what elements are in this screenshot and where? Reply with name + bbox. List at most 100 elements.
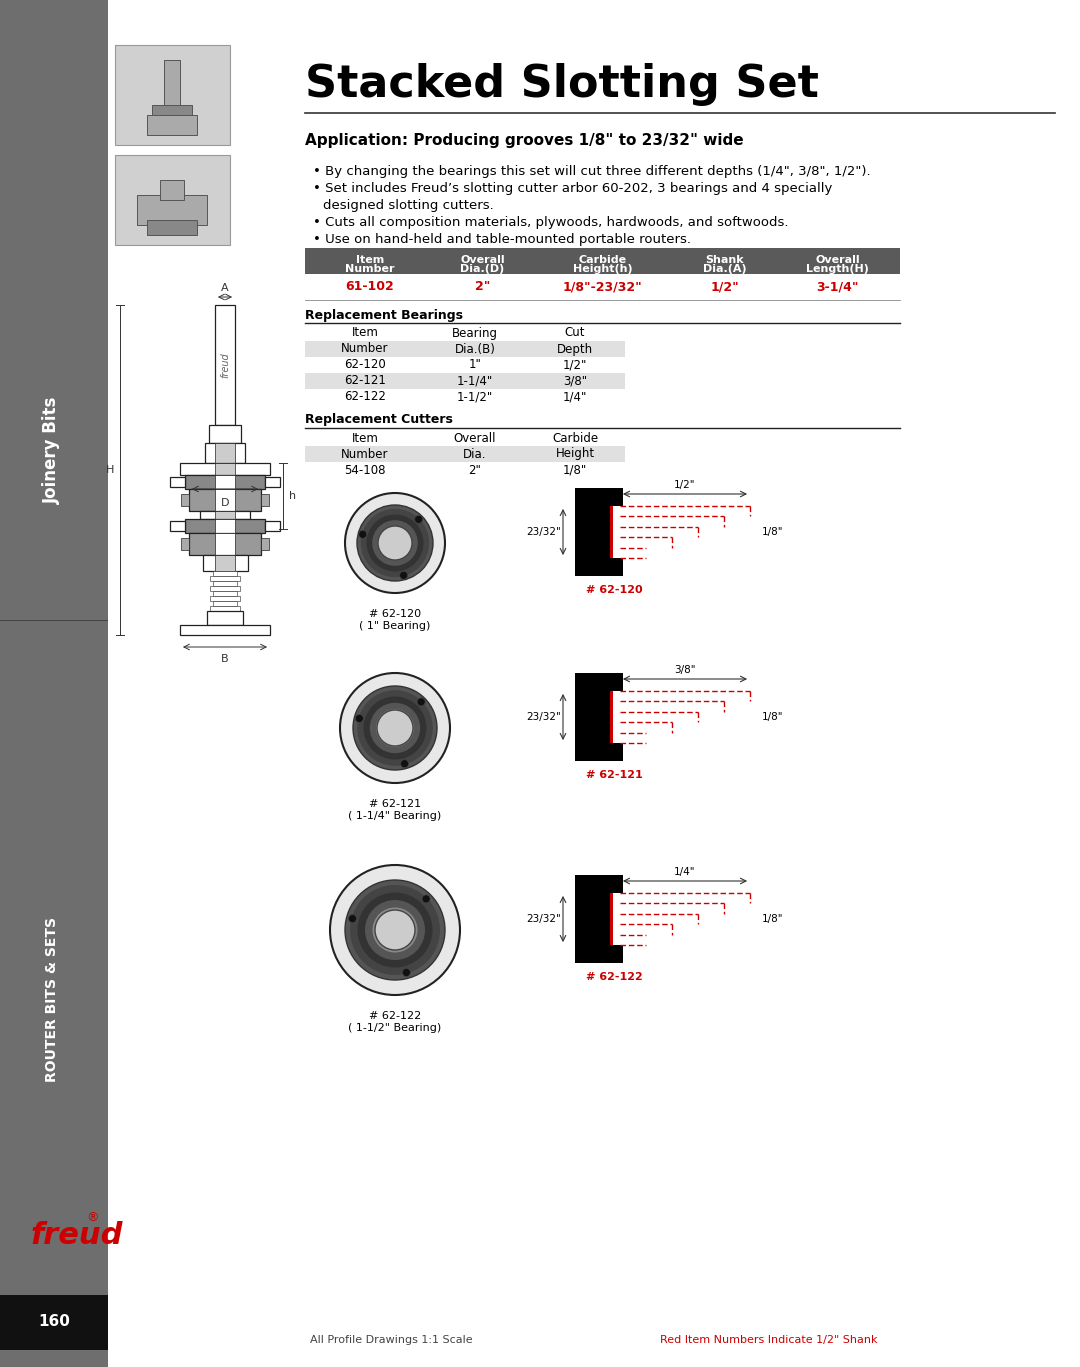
Text: H: H (106, 465, 114, 474)
Bar (152, 105, 192, 120)
Circle shape (355, 715, 363, 722)
Bar (265, 521, 280, 530)
Circle shape (377, 709, 413, 746)
Circle shape (415, 515, 422, 524)
Text: 3/8": 3/8" (674, 664, 696, 675)
Circle shape (340, 673, 450, 783)
Circle shape (349, 915, 356, 923)
Bar (215, 474, 235, 489)
Text: ®: ® (86, 1211, 99, 1225)
Text: 3/8": 3/8" (563, 375, 588, 387)
Bar (185, 519, 265, 533)
Text: 1/2": 1/2" (563, 358, 588, 372)
Circle shape (364, 697, 427, 760)
Text: 1/8"-23/32": 1/8"-23/32" (563, 280, 643, 294)
Text: 3-1/4": 3-1/4" (816, 280, 859, 294)
Circle shape (417, 699, 426, 705)
Text: 1/8": 1/8" (563, 463, 588, 477)
Text: 1/8": 1/8" (762, 712, 783, 722)
Bar (215, 463, 235, 474)
Text: • Set includes Freud’s slotting cutter arbor 60-202, 3 bearings and 4 specially: • Set includes Freud’s slotting cutter a… (313, 182, 833, 195)
Text: 23/32": 23/32" (526, 915, 561, 924)
Bar (575, 673, 623, 690)
Text: 1": 1" (469, 358, 482, 372)
Circle shape (378, 526, 411, 560)
Text: Dia.(A): Dia.(A) (703, 264, 746, 273)
Text: freud: freud (30, 1221, 122, 1249)
Text: A: A (221, 283, 229, 293)
Text: 160: 160 (38, 1315, 70, 1330)
Bar (575, 488, 613, 576)
Text: 1/2": 1/2" (711, 280, 740, 294)
Bar (189, 533, 261, 555)
Text: 54-108: 54-108 (345, 463, 386, 477)
Bar (114, 154, 230, 245)
Bar (305, 431, 625, 446)
Bar (185, 474, 265, 489)
Text: # 62-120: # 62-120 (585, 585, 643, 595)
Text: Number: Number (341, 447, 389, 461)
Text: Joinery Bits: Joinery Bits (43, 396, 60, 503)
Circle shape (353, 686, 437, 770)
Bar (170, 521, 185, 530)
Text: # 62-122
( 1-1/2" Bearing): # 62-122 ( 1-1/2" Bearing) (349, 1012, 442, 1032)
Text: 1/2": 1/2" (674, 480, 696, 489)
Bar (213, 601, 237, 606)
Bar (305, 273, 900, 299)
Bar (180, 463, 270, 474)
Text: 1/4": 1/4" (674, 867, 696, 878)
Bar (207, 611, 243, 625)
Bar (575, 875, 613, 962)
Text: Number: Number (346, 264, 395, 273)
Text: 1/8": 1/8" (762, 528, 783, 537)
Bar (160, 180, 184, 200)
Text: Dia.(D): Dia.(D) (460, 264, 504, 273)
Bar (114, 45, 230, 145)
Bar (213, 571, 237, 576)
Circle shape (403, 968, 410, 976)
Bar (164, 60, 180, 109)
Text: 1-1/4": 1-1/4" (457, 375, 494, 387)
Bar (205, 443, 245, 463)
Text: B: B (221, 653, 229, 664)
Text: 2": 2" (469, 463, 482, 477)
Bar (610, 893, 613, 945)
Text: # 62-121
( 1-1/4" Bearing): # 62-121 ( 1-1/4" Bearing) (349, 798, 442, 820)
Bar (189, 489, 261, 511)
Circle shape (401, 760, 408, 768)
Bar (575, 744, 623, 761)
Bar (305, 446, 625, 462)
Text: Overall: Overall (460, 256, 504, 265)
Circle shape (330, 865, 460, 995)
Bar (210, 425, 241, 443)
Bar (215, 555, 235, 571)
Text: 23/32": 23/32" (526, 528, 561, 537)
Circle shape (373, 908, 418, 953)
Circle shape (350, 884, 440, 975)
Text: 2": 2" (475, 280, 490, 294)
Circle shape (422, 895, 430, 902)
Circle shape (357, 893, 432, 968)
Text: Overall: Overall (454, 432, 496, 444)
Text: Replacement Cutters: Replacement Cutters (305, 413, 453, 427)
Bar (305, 357, 625, 373)
Text: Dia.: Dia. (463, 447, 487, 461)
Circle shape (366, 514, 423, 571)
Text: All Profile Drawings 1:1 Scale: All Profile Drawings 1:1 Scale (310, 1336, 473, 1345)
Bar (305, 373, 625, 390)
Bar (305, 325, 625, 340)
Text: Number: Number (341, 343, 389, 355)
Text: • By changing the bearings this set will cut three different depths (1/4", 3/8",: • By changing the bearings this set will… (313, 165, 870, 178)
Text: 62-122: 62-122 (345, 391, 386, 403)
Bar (200, 511, 249, 519)
Text: freud: freud (220, 353, 230, 377)
Bar (210, 576, 240, 581)
Bar (0, 1295, 108, 1351)
Bar (180, 625, 270, 636)
Text: Application: Producing grooves 1/8" to 23/32" wide: Application: Producing grooves 1/8" to 2… (305, 133, 744, 148)
Circle shape (357, 504, 433, 581)
Circle shape (400, 571, 407, 580)
Circle shape (345, 880, 445, 980)
Bar (213, 581, 237, 586)
Text: 62-121: 62-121 (345, 375, 386, 387)
